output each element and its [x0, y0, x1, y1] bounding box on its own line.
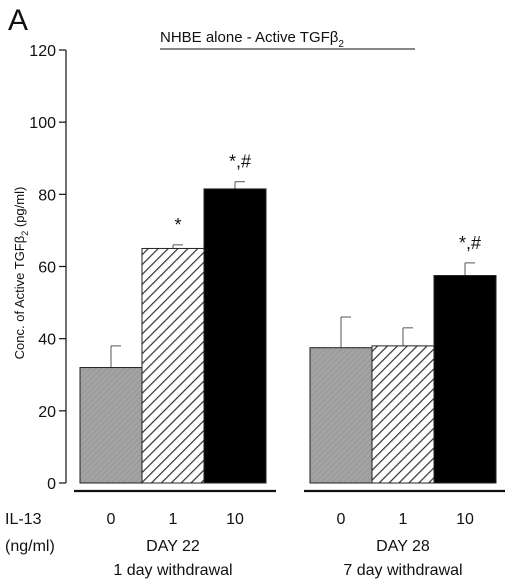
chart-title-text: NHBE alone - Active TGFβ — [160, 29, 339, 46]
bar — [433, 275, 497, 484]
bar — [371, 345, 435, 484]
bar — [141, 247, 205, 484]
row-label-units: (ng/ml) — [5, 538, 55, 555]
y-axis-title-text: Conc. of Active TGFβ — [12, 236, 27, 360]
group-withdrawal-label: 7 day withdrawal — [343, 562, 462, 579]
significance-marker: *,# — [459, 233, 481, 253]
bar — [79, 367, 143, 484]
bar — [309, 347, 373, 484]
significance-marker: * — [174, 215, 181, 235]
group-day-label: DAY 28 — [376, 538, 430, 555]
y-tick-label: 80 — [38, 187, 56, 204]
y-tick-label: 60 — [38, 260, 56, 277]
x-tick-label-dose: 10 — [226, 511, 244, 528]
bars: * *,# *,# — [79, 152, 497, 484]
svg-text:NHBE alone - Active TGFβ2: NHBE alone - Active TGFβ2 — [160, 29, 344, 50]
significance-marker: *,# — [229, 152, 251, 172]
x-axis-labels: 0 1 10 DAY 22 1 day withdrawal 0 1 10 DAY 28 7 da… — [107, 511, 474, 579]
row-label-il13: IL-13 — [5, 511, 42, 528]
svg-text:Conc. of Active TGFβ2 (pg/ml): Conc. of Active TGFβ2 (pg/ml) — [12, 187, 30, 360]
y-tick-label: 40 — [38, 332, 56, 349]
chart-title: NHBE alone - Active TGFβ2 — [160, 29, 415, 50]
y-axis-title: Conc. of Active TGFβ2 (pg/ml) — [12, 187, 30, 360]
y-axis-title-subscript: 2 — [20, 231, 30, 236]
x-tick-label-dose: 10 — [456, 511, 474, 528]
bar — [203, 188, 267, 484]
y-axis: 0 20 40 60 80 100 120 — [29, 43, 67, 493]
x-tick-label-dose: 0 — [337, 511, 346, 528]
group-day-label: DAY 22 — [146, 538, 200, 555]
y-axis-title-unit: (pg/ml) — [12, 187, 27, 227]
x-tick-label-dose: 0 — [107, 511, 116, 528]
y-tick-label: 100 — [29, 115, 56, 132]
x-tick-label-dose: 1 — [169, 511, 178, 528]
x-tick-label-dose: 1 — [399, 511, 408, 528]
y-tick-label: 20 — [38, 404, 56, 421]
group-withdrawal-label: 1 day withdrawal — [113, 562, 232, 579]
chart-title-subscript: 2 — [338, 39, 344, 50]
panel-label: A — [8, 4, 28, 37]
y-tick-label: 120 — [29, 43, 56, 60]
y-tick-label: 0 — [47, 476, 56, 493]
